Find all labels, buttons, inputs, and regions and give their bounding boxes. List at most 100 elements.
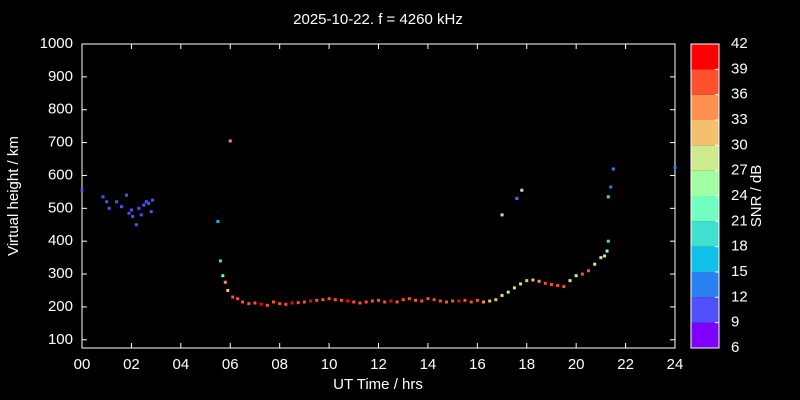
data-point xyxy=(457,299,461,303)
colorbar-swatch xyxy=(691,322,719,348)
data-point xyxy=(290,301,294,305)
data-point xyxy=(370,299,374,303)
data-point xyxy=(482,300,486,304)
data-point xyxy=(218,259,222,263)
colorbar-swatch xyxy=(691,272,719,298)
data-point xyxy=(580,272,584,276)
data-point xyxy=(358,301,362,305)
y-tick-label: 200 xyxy=(48,298,73,315)
data-point xyxy=(241,300,245,304)
data-point xyxy=(500,293,504,297)
data-point xyxy=(599,256,603,260)
colorbar-swatch xyxy=(691,94,719,120)
y-tick-label: 700 xyxy=(48,134,73,151)
colorbar-tick-label: 18 xyxy=(731,238,748,255)
colorbar-swatch xyxy=(691,145,719,171)
colorbar-swatch xyxy=(691,297,719,323)
data-point xyxy=(494,298,498,302)
data-point xyxy=(216,219,220,223)
chart-title: 2025-10-22. f = 4260 kHz xyxy=(293,11,463,28)
data-point xyxy=(520,188,524,192)
data-point xyxy=(500,213,504,217)
data-point xyxy=(144,200,148,204)
data-point xyxy=(346,299,350,303)
colorbar-tick-label: 30 xyxy=(731,136,748,153)
data-point xyxy=(231,295,235,299)
data-point xyxy=(488,299,492,303)
data-point xyxy=(603,254,607,258)
data-point xyxy=(531,278,535,282)
data-point xyxy=(444,300,448,304)
data-point xyxy=(537,279,541,283)
data-point xyxy=(129,208,133,212)
data-point xyxy=(105,200,109,204)
data-point xyxy=(574,274,578,278)
data-point xyxy=(253,301,257,305)
data-point xyxy=(401,298,405,302)
data-point xyxy=(149,210,153,214)
colorbar-swatch xyxy=(691,196,719,222)
data-point xyxy=(127,211,131,215)
data-point xyxy=(321,298,325,302)
data-point xyxy=(519,282,523,286)
x-tick-label: 02 xyxy=(123,356,140,373)
colorbar-label: SNR / dB xyxy=(748,165,765,228)
data-point xyxy=(389,299,393,303)
data-point xyxy=(609,185,613,189)
y-tick-label: 500 xyxy=(48,199,73,216)
x-tick-label: 18 xyxy=(518,356,535,373)
colorbar-tick-label: 42 xyxy=(731,35,748,52)
colorbar-tick-label: 24 xyxy=(731,187,748,204)
x-tick-label: 06 xyxy=(222,356,239,373)
data-point xyxy=(271,300,275,304)
data-point xyxy=(265,303,269,307)
data-point xyxy=(124,193,128,197)
colorbar-tick-label: 39 xyxy=(731,60,748,77)
data-point xyxy=(606,239,610,243)
data-point xyxy=(414,298,418,302)
colorbar-swatch xyxy=(691,246,719,272)
x-tick-label: 04 xyxy=(172,356,189,373)
y-tick-label: 1000 xyxy=(40,35,73,52)
data-point xyxy=(147,201,151,205)
data-point xyxy=(101,195,105,199)
x-tick-label: 14 xyxy=(420,356,437,373)
data-point xyxy=(673,165,677,169)
colorbar-tick-label: 15 xyxy=(731,263,748,280)
data-point xyxy=(139,213,143,217)
colorbar-tick-label: 12 xyxy=(731,288,748,305)
data-point xyxy=(247,302,251,306)
data-point xyxy=(395,300,399,304)
data-point xyxy=(512,286,516,290)
data-point xyxy=(259,302,263,306)
data-point xyxy=(131,215,135,219)
colorbar-swatch xyxy=(691,170,719,196)
data-point xyxy=(333,298,337,302)
data-point xyxy=(469,300,473,304)
y-tick-label: 800 xyxy=(48,101,73,118)
y-tick-label: 400 xyxy=(48,232,73,249)
colorbar-tick-label: 21 xyxy=(731,212,748,229)
data-point xyxy=(556,284,560,288)
data-point xyxy=(426,297,430,301)
data-point xyxy=(223,280,227,284)
colorbar-swatch xyxy=(691,69,719,95)
y-tick-label: 900 xyxy=(48,68,73,85)
data-point xyxy=(226,288,230,292)
data-point xyxy=(352,300,356,304)
data-point xyxy=(284,302,288,306)
data-point xyxy=(438,299,442,303)
colorbar-tick-label: 36 xyxy=(731,86,748,103)
data-point xyxy=(150,198,154,202)
data-point xyxy=(327,297,331,301)
data-point xyxy=(611,167,615,171)
data-point xyxy=(309,299,313,303)
data-point xyxy=(120,205,124,209)
data-point xyxy=(420,299,424,303)
data-point xyxy=(463,298,467,302)
data-point xyxy=(115,200,119,204)
data-point xyxy=(525,279,529,283)
data-point xyxy=(451,299,455,303)
x-tick-label: 24 xyxy=(667,356,684,373)
